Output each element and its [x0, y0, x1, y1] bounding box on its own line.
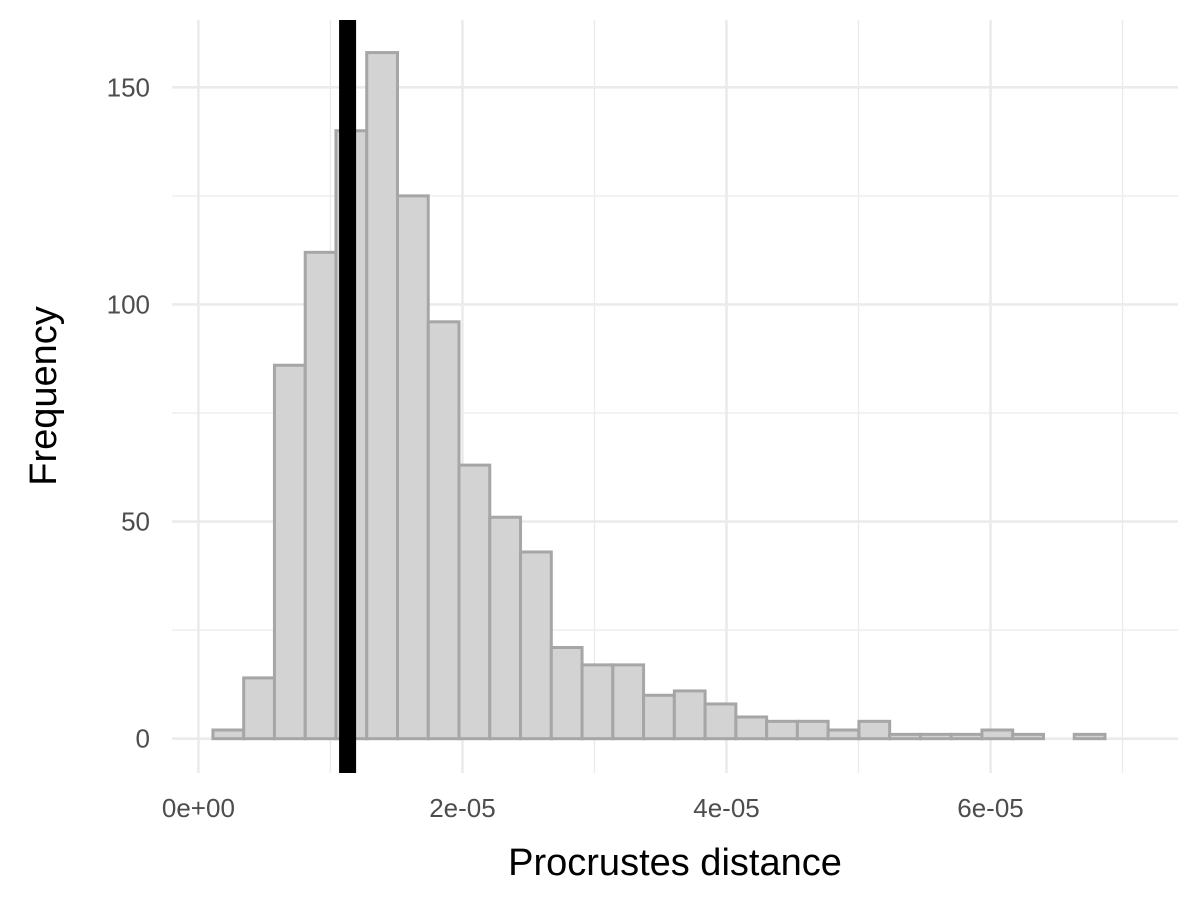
- histogram-bar: [857, 719, 892, 741]
- histogram-bar: [303, 250, 338, 741]
- histogram-bar: [642, 693, 676, 741]
- histogram-bar: [549, 646, 584, 741]
- histogram-bar: [519, 550, 553, 741]
- histogram-bar: [980, 728, 1015, 741]
- x-tick-label: 2e-05: [429, 793, 496, 823]
- histogram-bar: [488, 515, 523, 741]
- y-axis-tick-labels: 0 50 100 150: [107, 72, 150, 753]
- histogram-bar: [580, 663, 615, 741]
- x-tick-label: 6e-05: [957, 793, 1024, 823]
- x-tick-label: 0e+00: [162, 793, 235, 823]
- histogram-bar: [365, 51, 399, 741]
- y-tick-label: 50: [121, 507, 150, 537]
- histogram-bar: [395, 194, 430, 741]
- histogram-bar: [918, 732, 953, 741]
- y-tick-label: 100: [107, 289, 150, 319]
- histogram-bar: [426, 320, 461, 741]
- histogram-bar: [888, 732, 922, 741]
- histogram-bar: [272, 363, 307, 741]
- y-axis-title: Frequency: [23, 306, 65, 486]
- x-tick-label: 4e-05: [693, 793, 760, 823]
- histogram-bar: [765, 719, 799, 741]
- histogram-bar: [703, 702, 738, 741]
- x-axis-title: Procrustes distance: [508, 842, 842, 884]
- x-axis-tick-labels: 0e+00 2e-05 4e-05 6e-05: [162, 793, 1024, 823]
- histogram-bar: [211, 728, 246, 741]
- histogram-bar: [1011, 732, 1045, 741]
- histogram-bar: [734, 715, 769, 741]
- histogram-bar: [672, 689, 707, 741]
- histogram-bar: [1072, 732, 1107, 741]
- histogram-bar: [611, 663, 646, 741]
- histogram-bar: [949, 732, 984, 741]
- histogram-bar: [457, 463, 492, 741]
- y-tick-label: 0: [136, 724, 150, 754]
- histogram-bar: [242, 676, 276, 741]
- y-tick-label: 150: [107, 72, 150, 102]
- histogram-bar: [826, 728, 861, 741]
- histogram-bar: [795, 719, 830, 741]
